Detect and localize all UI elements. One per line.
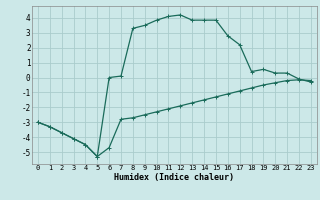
X-axis label: Humidex (Indice chaleur): Humidex (Indice chaleur) — [115, 173, 234, 182]
